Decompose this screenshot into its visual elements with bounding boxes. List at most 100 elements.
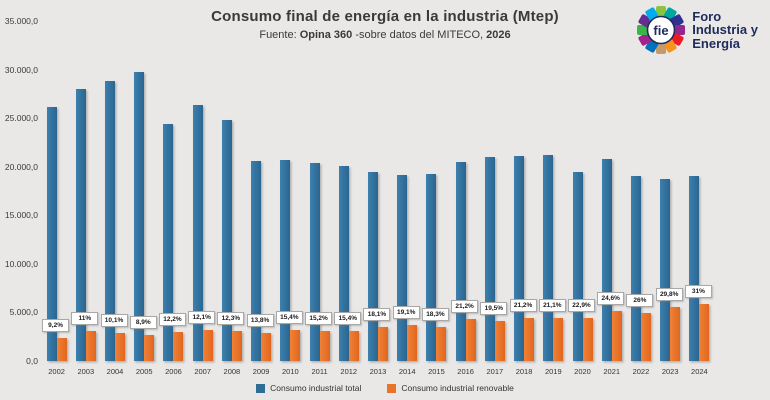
bar-group: 13,8% 2009 [246,16,276,376]
x-axis-year-label: 2003 [77,367,95,376]
x-axis-year-label: 2018 [515,367,533,376]
renewable-share-label: 22,9% [568,298,595,312]
total-consumption-bar [280,159,291,361]
x-axis-year-label: 2006 [165,367,182,376]
bar-group: 29,8% 2023 [655,16,685,376]
y-axis-tick-label: 30.000,0 [4,64,38,75]
renewable-share-label: 19,1% [392,306,420,320]
renewable-share-label: 29,8% [655,287,683,301]
renewable-consumption-bar [202,330,213,361]
x-axis-year-label: 2005 [135,367,153,376]
x-axis-year-label: 2008 [223,367,241,376]
total-consumption-bar [601,158,612,361]
y-axis-tick-label: 5.000,0 [9,307,38,318]
x-axis-year-label: 2020 [574,367,591,376]
total-consumption-bar [514,156,525,361]
x-axis-year-label: 2015 [428,367,445,376]
renewable-consumption-bar [290,330,301,361]
bar-group: 19,1% 2014 [392,16,422,376]
y-axis-tick-label: 20.000,0 [4,161,38,172]
x-axis-year-label: 2024 [691,367,708,376]
x-axis-year-label: 2017 [486,367,504,376]
renewable-consumption-bar [56,337,67,361]
total-consumption-bar [134,71,145,361]
subtitle-part: -sobre datos del MITECO, [355,29,487,41]
total-consumption-bar [309,162,320,361]
total-consumption-bar [192,104,203,361]
total-consumption-bar [397,174,408,361]
renewable-share-label: 15,4% [334,311,362,325]
fie-gear-logo-icon: fie [637,6,686,54]
x-axis-year-label: 2011 [311,367,328,376]
total-consumption-bar [455,161,466,361]
total-consumption-bar [689,176,700,361]
renewable-share-label: 18,1% [363,307,391,321]
chart-title: Consumo final de energía en la industria… [211,8,559,25]
total-consumption-bar [660,179,671,361]
total-consumption-bar [367,171,378,361]
y-axis-tick-label: 0,0 [26,356,38,366]
bar-group: 12,2% 2006 [158,16,188,376]
renewable-consumption-bar [670,306,681,361]
renewable-share-label: 11% [71,312,99,326]
x-axis-year-label: 2022 [632,367,650,376]
renewable-share-label: 15,4% [275,311,303,324]
x-axis-year-label: 2016 [457,367,474,376]
bar-group: 18,3% 2015 [421,16,451,376]
renewable-share-label: 15,2% [305,311,333,325]
chart-subtitle: Fuente: Opina 360 -sobre datos del MITEC… [0,29,770,41]
renewable-share-label: 26% [626,294,654,307]
total-consumption-bar [572,171,583,361]
renewable-consumption-bar [494,321,505,361]
total-consumption-bar [251,160,262,361]
subtitle-part: Fuente: [259,29,300,41]
renewable-consumption-bar [465,318,476,361]
renewable-share-label: 21,2% [451,299,479,313]
svg-text:fie: fie [654,23,669,38]
renewable-consumption-bar [377,326,388,361]
renewable-share-label: 8,9% [129,316,157,330]
bar-group: 12,1% 2007 [188,16,217,376]
renewable-consumption-bar [524,317,535,361]
renewable-share-label: 9,2% [42,318,70,332]
renewable-share-label: 21,1% [538,298,566,312]
renewable-consumption-bar [173,332,184,361]
logo-name-line: Industria y [692,22,758,38]
bar-group: 24,6% 2021 [597,16,626,376]
renewable-consumption-bar [144,335,155,361]
total-consumption-bar [221,120,232,361]
renewable-consumption-bar [407,325,418,361]
x-axis-year-label: 2007 [194,367,212,376]
x-axis-year-label: 2014 [398,367,416,376]
subtitle-part: 2026 [486,29,511,41]
renewable-share-label: 18,3% [421,307,449,321]
x-axis-year-label: 2023 [661,367,679,376]
renewable-share-label: 12,3% [217,312,245,326]
total-consumption-bar [543,155,554,361]
x-axis-year-label: 2019 [544,367,562,376]
x-axis-year-label: 2013 [369,367,387,376]
renewable-share-label: 19,5% [480,302,508,316]
renewable-share-label: 10,1% [100,313,128,327]
legend: Consumo industrial total Consumo industri… [0,383,770,393]
renewable-consumption-bar [436,326,447,361]
renewable-consumption-bar [231,331,242,361]
renewable-consumption-bar [348,330,359,361]
logo: fie Foro Industria y Energía [637,6,758,54]
renewable-consumption-bar [85,331,96,361]
bar-group: 15,4% 2010 [275,16,305,376]
renewable-share-label: 13,8% [246,314,274,328]
legend-label: Consumo industrial renovable [401,383,514,393]
renewable-share-label: 12,1% [188,311,216,324]
legend-swatch-icon [387,383,397,393]
bar-group: 18,1% 2013 [363,16,392,376]
renewable-consumption-bar [582,317,593,361]
logo-wordmark: Foro Industria y Energía [692,9,758,51]
bar-group: 8,9% 2005 [129,16,159,376]
renewable-consumption-bar [553,317,564,361]
renewable-share-label: 24,6% [597,292,625,306]
renewable-share-label: 21,2% [509,298,537,312]
bar-group: 22,9% 2020 [568,16,597,376]
